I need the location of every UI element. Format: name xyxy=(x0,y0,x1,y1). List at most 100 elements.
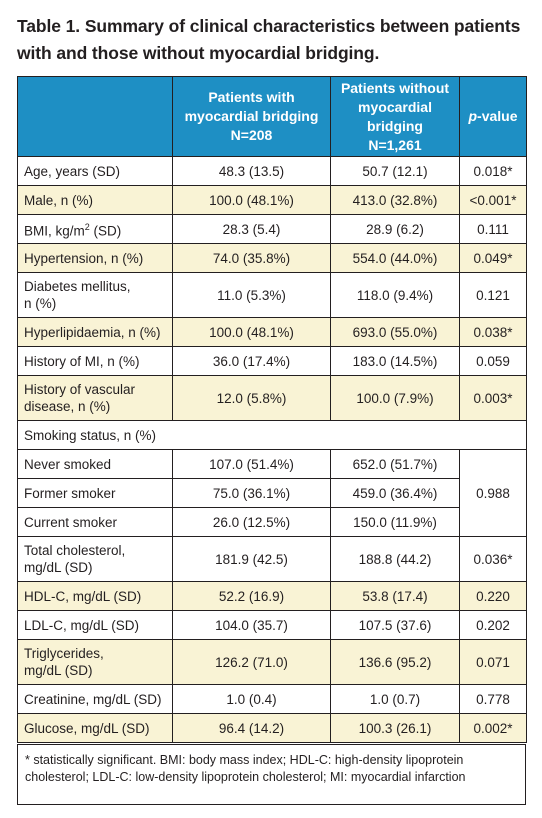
row-p: <0.001* xyxy=(459,185,527,215)
row-label-pre: BMI, kg/m xyxy=(24,223,85,239)
table-row: Former smoker 75.0 (36.1%) 459.0 (36.4%) xyxy=(17,478,527,508)
row-label-sup: 2 xyxy=(84,221,90,232)
row-label: History of MI, n (%) xyxy=(17,346,173,376)
row-with: 107.0 (51.4%) xyxy=(172,449,331,479)
table-row: Creatinine, mg/dL (SD) 1.0 (0.4) 1.0 (0.… xyxy=(17,684,527,714)
characteristics-table: Patients with myocardial bridging N=208 … xyxy=(17,76,527,743)
header-p-value: p-value xyxy=(459,76,527,157)
row-label: Creatinine, mg/dL (SD) xyxy=(17,684,173,714)
row-without: 413.0 (32.8%) xyxy=(330,185,460,215)
row-label: History of vascular disease, n (%) xyxy=(17,375,173,421)
header-row: Patients with myocardial bridging N=208 … xyxy=(17,76,527,157)
row-p: 0.038* xyxy=(459,317,527,347)
table-row: Male, n (%) 100.0 (48.1%) 413.0 (32.8%) … xyxy=(17,185,527,215)
row-label-line2: n (%) xyxy=(24,296,57,311)
row-with: 100.0 (48.1%) xyxy=(172,185,331,215)
row-label: Never smoked xyxy=(17,449,173,479)
row-p: 0.071 xyxy=(459,639,527,685)
row-p: 0.036* xyxy=(459,536,527,582)
row-p: 0.002* xyxy=(459,713,527,743)
header-without-line2: myocardial bridging xyxy=(358,98,432,134)
table-row: Diabetes mellitus, n (%) 11.0 (5.3%) 118.… xyxy=(17,272,527,318)
row-p: 0.202 xyxy=(459,610,527,640)
row-label: Male, n (%) xyxy=(17,185,173,215)
row-without: 459.0 (36.4%) xyxy=(330,478,460,508)
row-p-smoking: 0.988 xyxy=(459,449,527,537)
header-with-line2: myocardial bridging xyxy=(184,108,319,124)
row-without: 652.0 (51.7%) xyxy=(330,449,460,479)
table-row-section: Smoking status, n (%) xyxy=(17,420,527,450)
table-row: History of vascular disease, n (%) 12.0 (… xyxy=(17,375,527,421)
header-without-bridging: Patients without myocardial bridging N=1… xyxy=(330,76,460,157)
row-label-line1: History of vascular xyxy=(24,382,136,397)
header-with-bridging: Patients with myocardial bridging N=208 xyxy=(172,76,331,157)
row-with: 1.0 (0.4) xyxy=(172,684,331,714)
row-label: BMI, kg/m2 (SD) xyxy=(17,214,173,244)
row-with: 100.0 (48.1%) xyxy=(172,317,331,347)
row-p: 0.059 xyxy=(459,346,527,376)
row-label: Age, years (SD) xyxy=(17,156,173,186)
row-label: Total cholesterol, mg/dL (SD) xyxy=(17,536,173,582)
row-p: 0.778 xyxy=(459,684,527,714)
row-with: 12.0 (5.8%) xyxy=(172,375,331,421)
row-with: 52.2 (16.9) xyxy=(172,581,331,611)
header-with-line3: N=208 xyxy=(230,127,273,143)
row-with: 104.0 (35.7) xyxy=(172,610,331,640)
row-with: 28.3 (5.4) xyxy=(172,214,331,244)
table-row: Total cholesterol, mg/dL (SD) 181.9 (42.5… xyxy=(17,536,527,582)
row-without: 188.8 (44.2) xyxy=(330,536,460,582)
row-without: 118.0 (9.4%) xyxy=(330,272,460,318)
row-with: 74.0 (35.8%) xyxy=(172,243,331,273)
header-without-line1: Patients without xyxy=(340,79,450,96)
row-label: Current smoker xyxy=(17,507,173,537)
header-without-line3: N=1,261 xyxy=(368,136,422,153)
row-with: 48.3 (13.5) xyxy=(172,156,331,186)
table-row: Hypertension, n (%) 74.0 (35.8%) 554.0 (… xyxy=(17,243,527,273)
row-without: 554.0 (44.0%) xyxy=(330,243,460,273)
row-without: 136.6 (95.2) xyxy=(330,639,460,685)
row-without: 28.9 (6.2) xyxy=(330,214,460,244)
row-with: 75.0 (36.1%) xyxy=(172,478,331,508)
table-row: BMI, kg/m2 (SD) 28.3 (5.4) 28.9 (6.2) 0.… xyxy=(17,214,527,244)
row-p: 0.003* xyxy=(459,375,527,421)
row-with: 36.0 (17.4%) xyxy=(172,346,331,376)
row-label: Former smoker xyxy=(17,478,173,508)
row-without: 183.0 (14.5%) xyxy=(330,346,460,376)
header-p-italic: p xyxy=(468,108,478,124)
row-with: 96.4 (14.2) xyxy=(172,713,331,743)
row-label-line1: Diabetes mellitus, xyxy=(24,279,131,294)
table-row: Current smoker 26.0 (12.5%) 150.0 (11.9%… xyxy=(17,507,527,537)
row-label: Hyperlipidaemia, n (%) xyxy=(17,317,173,347)
header-p-rest: -value xyxy=(477,108,518,124)
row-with: 11.0 (5.3%) xyxy=(172,272,331,318)
row-label-line2: mg/dL (SD) xyxy=(24,560,93,575)
row-label: Triglycerides, mg/dL (SD) xyxy=(17,639,173,685)
table-row: Hyperlipidaemia, n (%) 100.0 (48.1%) 693… xyxy=(17,317,527,347)
row-without: 1.0 (0.7) xyxy=(330,684,460,714)
row-label: Glucose, mg/dL (SD) xyxy=(17,713,173,743)
section-label-smoking: Smoking status, n (%) xyxy=(17,420,527,450)
row-label-line1: Triglycerides, xyxy=(24,646,104,661)
row-label: LDL-C, mg/dL (SD) xyxy=(17,610,173,640)
row-without: 100.0 (7.9%) xyxy=(330,375,460,421)
row-without: 53.8 (17.4) xyxy=(330,581,460,611)
table-row: LDL-C, mg/dL (SD) 104.0 (35.7) 107.5 (37… xyxy=(17,610,527,640)
row-without: 107.5 (37.6) xyxy=(330,610,460,640)
row-with: 126.2 (71.0) xyxy=(172,639,331,685)
table-row: Age, years (SD) 48.3 (13.5) 50.7 (12.1) … xyxy=(17,156,527,186)
row-p: 0.049* xyxy=(459,243,527,273)
row-without: 693.0 (55.0%) xyxy=(330,317,460,347)
row-label-post: (SD) xyxy=(89,223,122,239)
header-with-line1: Patients with xyxy=(208,89,295,105)
row-label-line2: disease, n (%) xyxy=(24,399,111,414)
row-label: Hypertension, n (%) xyxy=(17,243,173,273)
row-label-line1: Total cholesterol, xyxy=(24,543,126,558)
table-row: Glucose, mg/dL (SD) 96.4 (14.2) 100.3 (2… xyxy=(17,713,527,743)
row-label: HDL-C, mg/dL (SD) xyxy=(17,581,173,611)
row-without: 100.3 (26.1) xyxy=(330,713,460,743)
row-with: 26.0 (12.5%) xyxy=(172,507,331,537)
table-footnote: * statistically significant. BMI: body m… xyxy=(17,744,526,805)
header-empty xyxy=(17,76,173,157)
row-p: 0.121 xyxy=(459,272,527,318)
